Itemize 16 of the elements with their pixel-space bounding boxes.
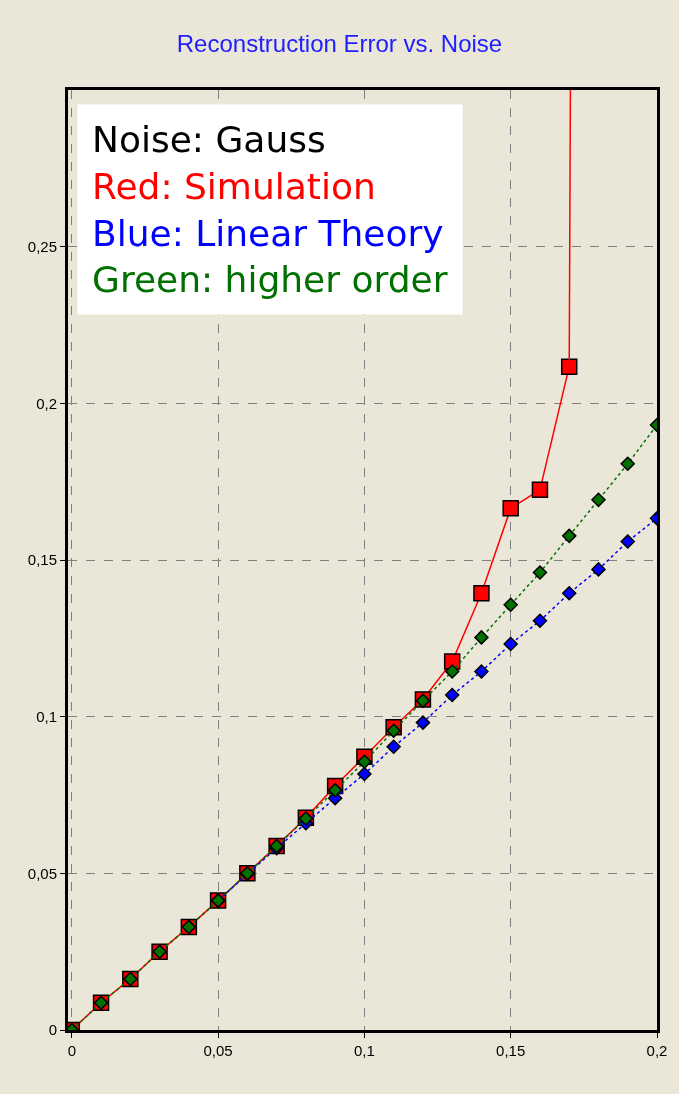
text: Blue: Linear Theory: [92, 212, 444, 254]
y-tick-label: 0: [48, 1021, 57, 1039]
text: Green: higher order: [92, 259, 448, 301]
legend-title: Noise: Gauss: [92, 119, 326, 160]
y-tick-label: 0,15: [27, 551, 57, 569]
chart-title: Reconstruction Error vs. Noise: [176, 30, 503, 58]
text: Red: Simulation: [92, 165, 376, 207]
y-tick-label: 0,2: [36, 394, 57, 412]
y-tick-label: 0,1: [36, 707, 57, 725]
x-tick-label: 0,1: [353, 1042, 375, 1059]
y-tick-label: 0,25: [27, 237, 57, 255]
x-tick-label: 0,2: [646, 1042, 668, 1059]
y-tick-label: 0,05: [27, 864, 57, 882]
x-tick-label: 0: [67, 1042, 76, 1059]
x-tick-label: 0,05: [203, 1042, 233, 1059]
x-tick-label: 0,15: [496, 1042, 526, 1059]
